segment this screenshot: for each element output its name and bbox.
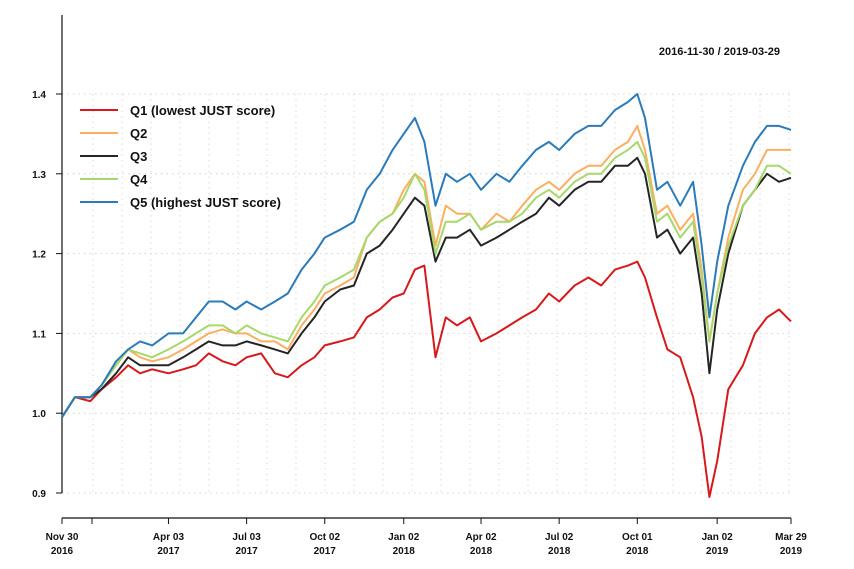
x-tick-label-line2: 2017 [157,546,180,557]
x-tick-label-line2: 2018 [393,546,416,557]
x-tick-label-line1: Jan 02 [388,532,420,543]
series-line-3 [61,156,792,418]
series-line-1 [61,260,792,498]
y-tick-label: 1.4 [32,90,46,101]
legend: Q1 (lowest JUST score) Q2 Q3 Q4 Q5 (highest … [80,103,281,210]
x-tick-label-line1: Nov 30 [46,532,79,543]
x-tick-label-line1: Jan 02 [702,532,734,543]
y-tick-label: 0.9 [32,489,46,500]
x-tick-label-line1: Oct 02 [309,532,340,543]
y-tick-label: 1.1 [32,329,46,340]
legend-label: Q1 (lowest JUST score) [130,103,275,118]
y-axis-ticks: 0.9 1.0 1.1 1.2 1.3 1.4 [32,90,62,500]
x-axis-ticks: Nov 30 2016 Apr 03 2017 Jul 03 2017 Oct 02 2017… [46,518,807,557]
y-tick-label: 1.2 [32,250,46,261]
x-tick-label-line2: 2018 [548,546,571,557]
y-tick-label: 1.0 [32,409,46,420]
x-tick-label-line2: 2017 [235,546,258,557]
legend-label: Q5 (highest JUST score) [130,195,281,210]
legend-label: Q2 [130,126,147,141]
series-line-5 [61,93,792,418]
series-line-2 [61,124,791,418]
x-tick-label-line1: Apr 02 [465,532,497,543]
x-tick-label-line1: Jul 02 [545,532,574,543]
x-tick-label-line2: 2019 [780,546,803,557]
x-tick-label-line2: 2018 [626,546,649,557]
x-tick-label-line2: 2018 [470,546,493,557]
x-tick-label-line2: 2016 [51,546,74,557]
x-tick-label-line1: Mar 29 [775,532,807,543]
grid [62,93,791,494]
series-line-4 [61,140,792,418]
x-tick-label-line1: Oct 01 [622,532,653,543]
x-tick-label-line2: 2017 [314,546,337,557]
date-range-label: 2016-11-30 / 2019-03-29 [659,46,780,58]
x-tick-label-line1: Jul 03 [232,532,261,543]
y-tick-label: 1.3 [32,170,46,181]
x-tick-label-line2: 2019 [706,546,729,557]
legend-label: Q3 [130,149,147,164]
x-tick-label-line1: Apr 03 [153,532,185,543]
legend-label: Q4 [130,172,148,187]
series-lines [61,93,792,498]
